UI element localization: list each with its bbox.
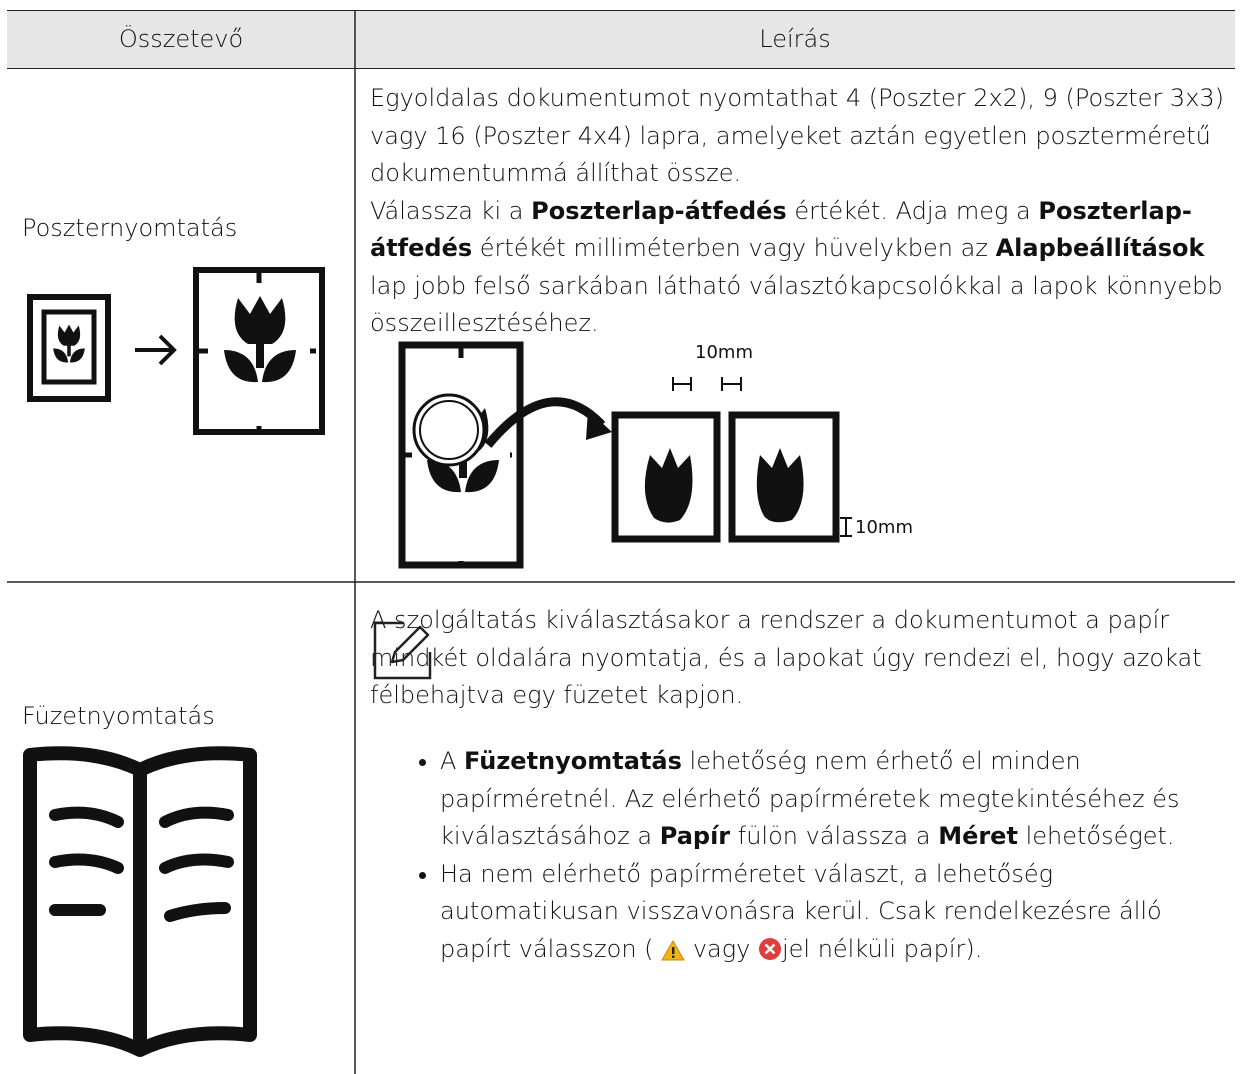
overlap-figure: 10mm 10mm bbox=[398, 341, 913, 569]
paragraph: Egyoldalas dokumentumot nyomtathat 4 (Po… bbox=[370, 84, 1225, 187]
note-icon bbox=[373, 621, 432, 680]
bullet: Ha nem elérhető papírméretet választ, a … bbox=[440, 856, 1230, 969]
bold-text: Poszterlap-átfedés bbox=[370, 196, 1192, 263]
text: A bbox=[440, 747, 465, 775]
text: fülön válassza a bbox=[730, 822, 939, 850]
text: értékét milliméterben vagy hüvelykben az bbox=[472, 234, 996, 262]
figure-label: 10mm bbox=[695, 342, 753, 363]
description: Egyoldalas dokumentumot nyomtathat 4 (Po… bbox=[370, 80, 1232, 343]
note-list: A Füzetnyomtatás lehetőség nem érhető el… bbox=[410, 743, 1230, 968]
poster-icon bbox=[27, 267, 325, 435]
bold-text: Poszterlap-átfedés bbox=[531, 196, 787, 225]
paragraph: Válassza ki a Poszterlap-átfedés értékét… bbox=[370, 193, 1232, 343]
header-cell: Leírás bbox=[759, 25, 831, 53]
figure-label: 10mm bbox=[855, 517, 913, 538]
booklet-icon bbox=[23, 746, 257, 1057]
description: A szolgáltatás kiválasztásakor a rendsze… bbox=[370, 602, 1232, 715]
text: vagy bbox=[692, 934, 751, 963]
row-name: Poszternyomtatás bbox=[22, 214, 238, 242]
text: lap jobb felső sarkában látható választó… bbox=[370, 271, 1223, 338]
bold-text: Füzetnyomtatás bbox=[464, 747, 682, 775]
bullet-list: A Füzetnyomtatás lehetőség nem érhető el… bbox=[410, 743, 1230, 968]
bold-text: Papír bbox=[659, 822, 731, 850]
bold-text: Méret bbox=[938, 822, 1018, 850]
text: lehetőséget. bbox=[1017, 822, 1175, 850]
text: jel nélküli papír). bbox=[781, 934, 983, 963]
bold-text: Alapbeállítások bbox=[995, 234, 1205, 262]
bullet: A Füzetnyomtatás lehetőség nem érhető el… bbox=[440, 743, 1230, 856]
text: Ha nem elérhető papírméretet választ, a … bbox=[440, 859, 1162, 963]
text: Válassza ki a bbox=[370, 196, 532, 225]
header-row bbox=[7, 10, 1235, 69]
row-name: Füzetnyomtatás bbox=[22, 702, 215, 730]
text: lehetőség nem érhető el minden papírmére… bbox=[440, 747, 1180, 850]
text: értékét. Adja meg a bbox=[786, 196, 1039, 225]
error-icon bbox=[758, 937, 781, 960]
warning-icon bbox=[661, 939, 686, 960]
header-cell: Összetevő bbox=[118, 25, 244, 53]
paragraph: A szolgáltatás kiválasztásakor a rendsze… bbox=[370, 606, 1202, 709]
